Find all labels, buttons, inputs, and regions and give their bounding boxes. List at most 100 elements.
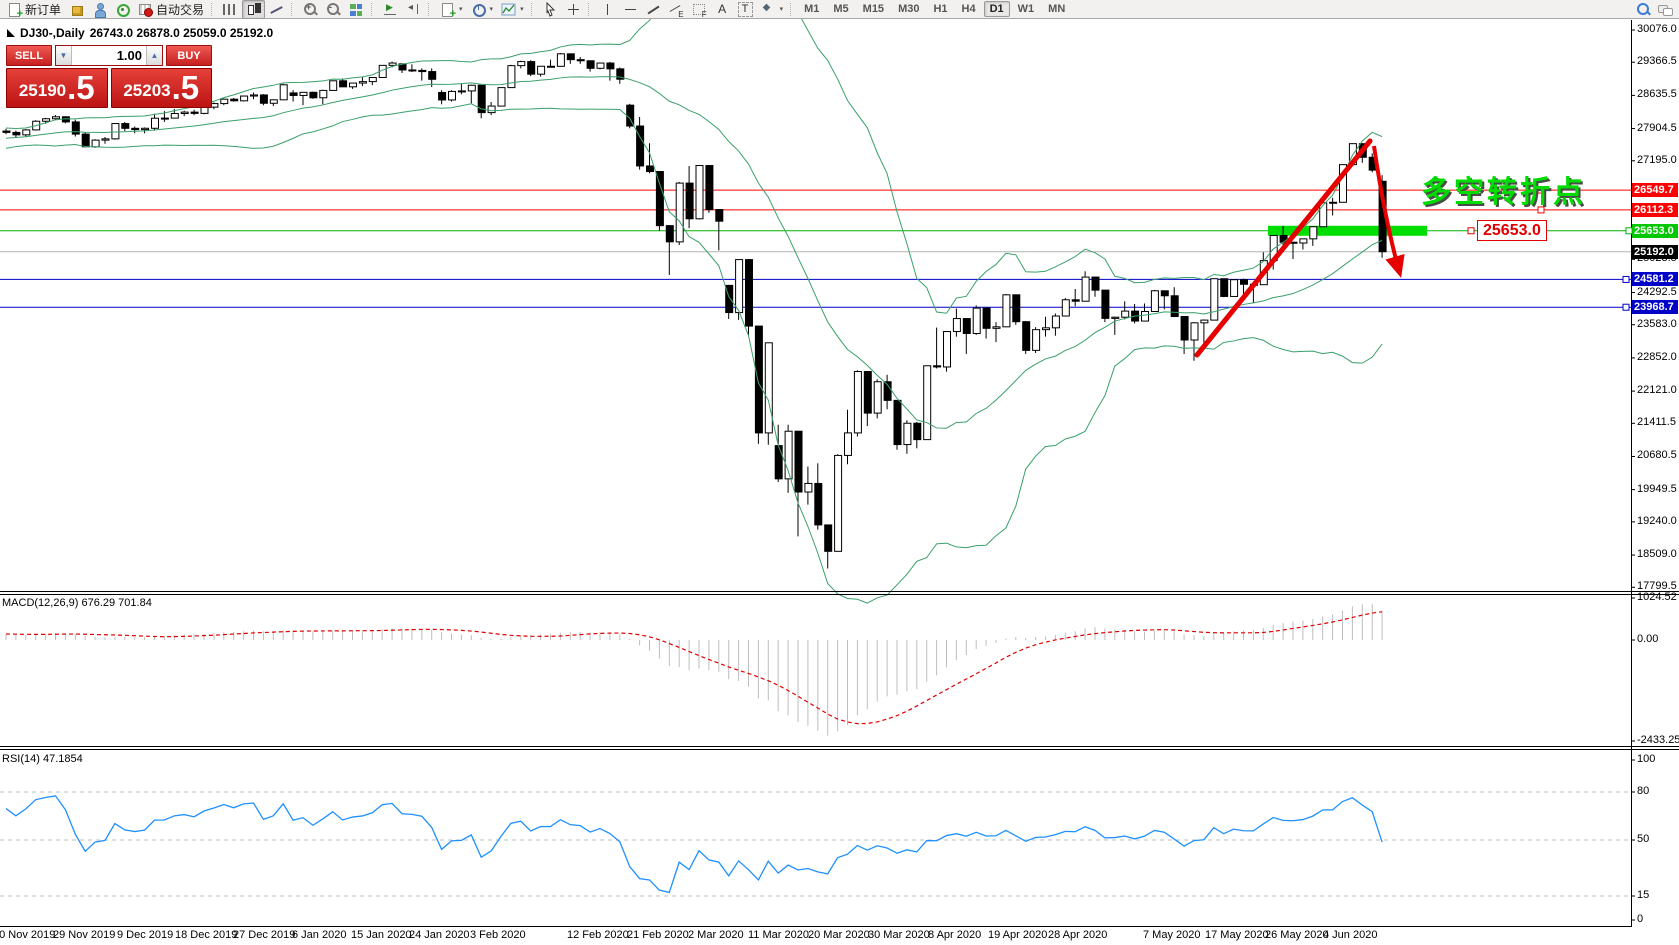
main-toolbar: 新订单 自动交易 + - ▾ ▾ ▾ bbox=[0, 0, 1679, 20]
sell-button[interactable]: SELL bbox=[6, 45, 52, 66]
period-button[interactable]: ▾ bbox=[467, 0, 498, 19]
candle-body bbox=[982, 307, 991, 329]
shapes-button[interactable]: ▾ bbox=[757, 0, 788, 19]
date-axis-label: 11 Mar 2020 bbox=[748, 929, 809, 941]
label-tool-button[interactable] bbox=[734, 0, 757, 19]
vertical-line-button[interactable] bbox=[596, 0, 619, 19]
toolbar-separator bbox=[530, 2, 536, 16]
timeframe-D1[interactable]: D1 bbox=[983, 1, 1010, 17]
chat-icon[interactable] bbox=[1657, 2, 1673, 17]
buy-price-button[interactable]: 25203.5 bbox=[110, 68, 212, 108]
shapes-icon bbox=[761, 2, 776, 17]
rsi-axis-tick-label: 50 bbox=[1637, 833, 1650, 845]
trendline-button[interactable] bbox=[642, 0, 665, 19]
text-tool-button[interactable]: A bbox=[711, 0, 734, 19]
candle-body bbox=[1190, 322, 1199, 341]
price-level-badge: 26112.3 bbox=[1632, 202, 1678, 217]
signals-button[interactable] bbox=[111, 0, 134, 19]
new-order-button[interactable]: 新订单 bbox=[3, 0, 65, 20]
autotrading-button[interactable]: 自动交易 bbox=[134, 0, 208, 19]
timeframe-M5[interactable]: M5 bbox=[833, 3, 849, 15]
toolbar-separator bbox=[587, 2, 593, 16]
timeframe-H4[interactable]: H4 bbox=[961, 3, 976, 15]
fibonacci-button[interactable]: E bbox=[665, 0, 688, 19]
date-axis-label: 20 Mar 2020 bbox=[808, 929, 870, 941]
tile-windows-button[interactable] bbox=[345, 0, 368, 19]
candle-body bbox=[230, 98, 239, 102]
dropdown-caret-icon: ▾ bbox=[779, 6, 784, 13]
macd-signal-line bbox=[5, 611, 1383, 725]
volume-decrease-button[interactable]: ▼ bbox=[56, 46, 72, 65]
line-handle[interactable] bbox=[1622, 303, 1630, 311]
auto-scroll-button[interactable] bbox=[379, 0, 402, 19]
candle-body bbox=[1012, 294, 1021, 323]
candle-body bbox=[428, 71, 437, 80]
line-handle[interactable] bbox=[1622, 275, 1630, 283]
date-axis-label: 29 Nov 2019 bbox=[53, 929, 116, 941]
zoom-out-icon: - bbox=[326, 2, 341, 17]
timeframe-M30[interactable]: M30 bbox=[898, 3, 920, 15]
market-watch-button[interactable] bbox=[65, 0, 88, 19]
down-arrow-object[interactable] bbox=[1372, 145, 1405, 278]
price-tag-anchor-handle[interactable] bbox=[1467, 227, 1475, 235]
candle-body bbox=[814, 482, 823, 526]
candle-body bbox=[388, 62, 397, 66]
candle-body bbox=[725, 284, 734, 314]
timeframe-W1[interactable]: W1 bbox=[1017, 3, 1035, 15]
indicators-button[interactable]: ▾ bbox=[497, 0, 528, 19]
green-band-object[interactable] bbox=[1268, 225, 1427, 236]
bollinger-upper-band bbox=[5, 0, 1383, 314]
candle-body bbox=[923, 365, 932, 441]
grid-tool-button[interactable]: F bbox=[688, 0, 711, 19]
buy-button[interactable]: BUY bbox=[166, 45, 212, 66]
horizontal-line-button[interactable] bbox=[619, 0, 642, 19]
candle-body bbox=[1032, 329, 1041, 351]
clock-icon bbox=[471, 2, 486, 17]
dropdown-caret-icon: ▾ bbox=[459, 6, 463, 13]
turning-point-annotation[interactable]: 多空转折点 bbox=[1421, 176, 1586, 209]
candle-body bbox=[329, 80, 338, 91]
toolbar-separator bbox=[291, 2, 296, 16]
cursor-button[interactable] bbox=[539, 0, 562, 19]
bar-chart-button[interactable] bbox=[219, 0, 242, 19]
search-icon[interactable] bbox=[1636, 2, 1651, 17]
zoom-out-button[interactable]: - bbox=[322, 0, 345, 19]
symbol-triangle-icon bbox=[7, 29, 15, 37]
new-chart-button[interactable]: ▾ bbox=[436, 0, 467, 20]
candle-body bbox=[160, 117, 169, 120]
timeframe-M15[interactable]: M15 bbox=[862, 3, 885, 15]
buy-price-frac: .5 bbox=[171, 69, 200, 106]
timeframe-M1[interactable]: M1 bbox=[804, 3, 820, 15]
line-chart-button[interactable] bbox=[265, 0, 288, 19]
volume-input[interactable] bbox=[72, 46, 146, 65]
price-tag-label[interactable]: 25653.0 bbox=[1477, 220, 1547, 241]
community-button[interactable] bbox=[88, 0, 111, 19]
crosshair-button[interactable] bbox=[562, 0, 585, 19]
candle-body bbox=[101, 138, 110, 141]
candle-body bbox=[448, 90, 456, 101]
volume-increase-button[interactable]: ▲ bbox=[146, 46, 162, 65]
candle-body bbox=[1111, 316, 1120, 319]
candle-body bbox=[42, 118, 51, 122]
price-level-badge: 25653.0 bbox=[1632, 223, 1678, 238]
toolbar-separator bbox=[371, 2, 376, 16]
date-axis-label: 21 Feb 2020 bbox=[627, 929, 689, 941]
sell-price-button[interactable]: 25190.5 bbox=[6, 68, 108, 108]
timeframe-H1[interactable]: H1 bbox=[933, 3, 948, 15]
line-handle[interactable] bbox=[1537, 186, 1545, 194]
zoom-in-button[interactable]: + bbox=[299, 0, 322, 19]
candle-body bbox=[616, 68, 625, 80]
trendline-object[interactable] bbox=[1194, 138, 1373, 358]
tile-windows-icon bbox=[349, 1, 365, 17]
candle-body bbox=[893, 399, 902, 446]
candle-body bbox=[22, 129, 31, 136]
candle-body bbox=[1339, 164, 1347, 203]
candlestick-chart-button[interactable] bbox=[242, 0, 266, 19]
line-handle[interactable] bbox=[1537, 206, 1545, 214]
candle-body bbox=[853, 371, 862, 434]
new-chart-icon bbox=[440, 2, 456, 20]
chart-shift-button[interactable] bbox=[402, 0, 425, 19]
timeframe-MN[interactable]: MN bbox=[1048, 3, 1066, 15]
price-axis-tick-label: 19240.0 bbox=[1637, 514, 1677, 527]
